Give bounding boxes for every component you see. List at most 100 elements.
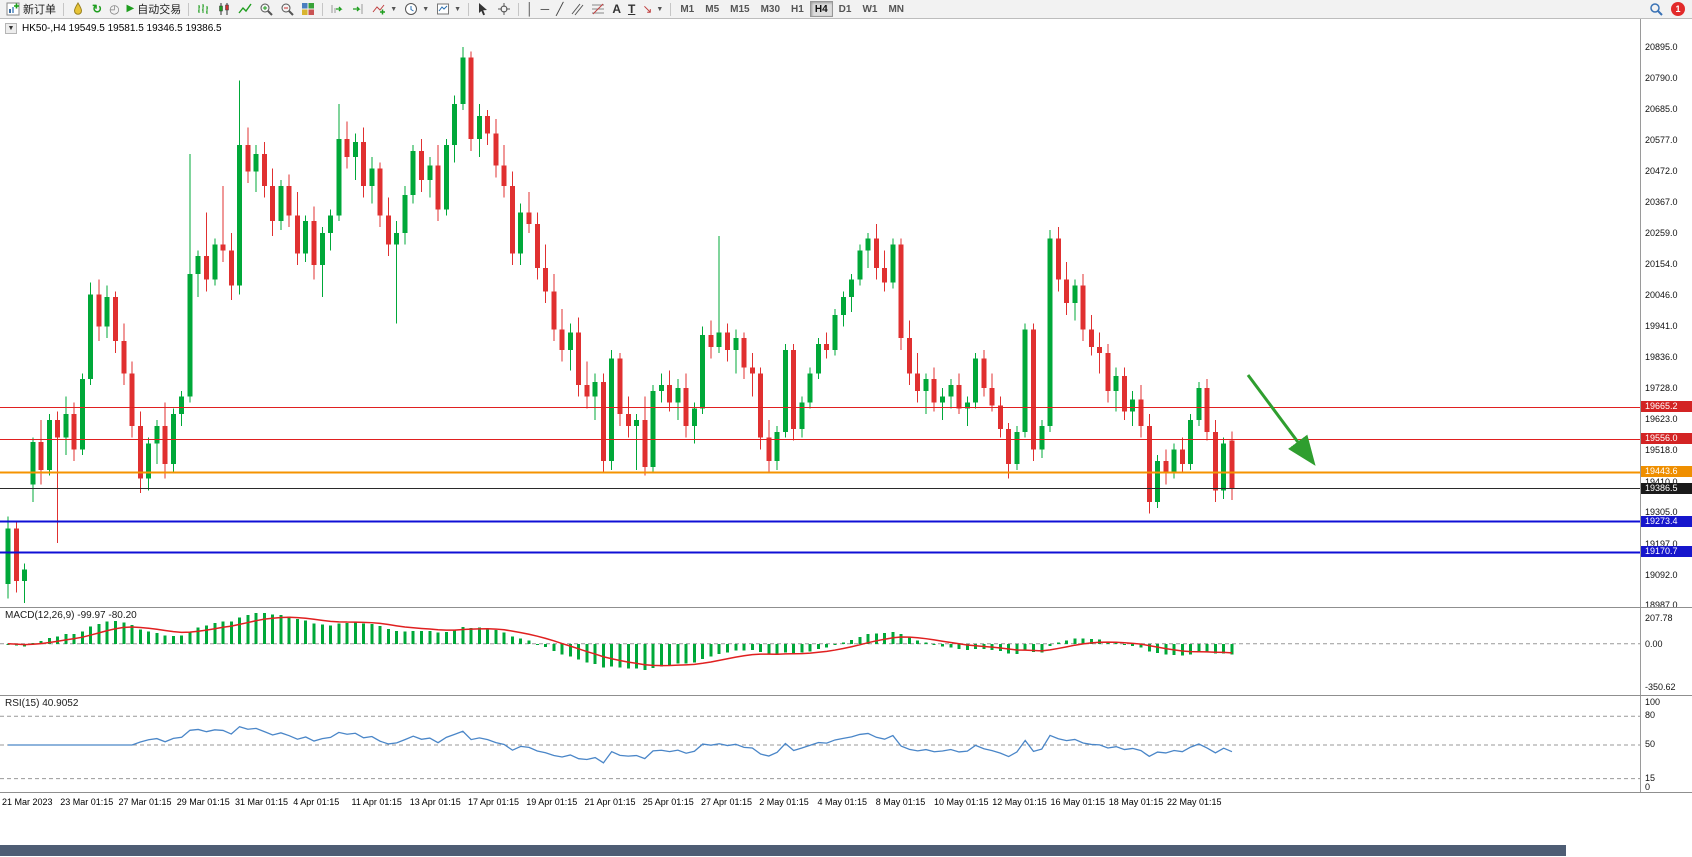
candle — [13, 528, 19, 581]
price-tag: 19443.6 — [1641, 466, 1692, 478]
price-chart-plot[interactable]: ▼ HK50-,H4 19549.5 19581.5 19346.5 19386… — [0, 19, 1640, 607]
price-tick: 19836.0 — [1645, 351, 1678, 362]
candle — [96, 294, 102, 327]
search-icon — [1650, 3, 1663, 16]
timeframe-button-m15[interactable]: M15 — [725, 1, 754, 17]
timeframe-button-h1[interactable]: H1 — [786, 1, 809, 17]
candle — [1088, 329, 1094, 347]
timeframe-group: M1 M5 M15 M30 H1 H4 D1 W1 MN — [675, 1, 909, 17]
toolbar-separator — [188, 2, 190, 16]
candle — [63, 414, 69, 438]
text-tool-button[interactable]: A — [609, 1, 624, 18]
auto-scroll-button[interactable] — [327, 1, 347, 18]
macd-plot[interactable]: MACD(12,26,9) -99.97 -80.20 — [0, 608, 1640, 695]
price-tick: 19197.0 — [1645, 538, 1678, 549]
candle — [898, 244, 904, 339]
candle — [46, 420, 52, 470]
candle — [551, 291, 557, 330]
fibonacci-tool-button[interactable] — [588, 1, 608, 18]
horizontal-scrollbar[interactable] — [0, 845, 1566, 856]
refresh-button[interactable]: ↻ — [89, 1, 105, 18]
cursor-button[interactable] — [473, 1, 493, 18]
search-button[interactable] — [1646, 1, 1666, 18]
tile-windows-button[interactable] — [298, 1, 318, 18]
candle — [79, 379, 85, 450]
indicators-button[interactable]: ▼ — [369, 1, 400, 18]
zoom-out-button[interactable] — [277, 1, 297, 18]
timeframe-button-d1[interactable]: D1 — [834, 1, 857, 17]
arrows-tool-button[interactable]: ↘ ▼ — [639, 1, 666, 18]
time-axis[interactable]: 21 Mar 2023 23 Mar 01:15 27 Mar 01:15 29 Ma… — [0, 792, 1692, 812]
price-tick: 19728.0 — [1645, 383, 1678, 394]
autotrading-button[interactable]: ▶ 自动交易 — [124, 1, 185, 18]
candle — [1039, 425, 1045, 450]
candle — [162, 425, 168, 464]
timeframe-button-h4[interactable]: H4 — [809, 1, 833, 17]
dropdown-caret-icon: ▼ — [454, 5, 462, 13]
chart-shift-button[interactable] — [348, 1, 368, 18]
candle — [733, 338, 739, 350]
price-tag: 19273.4 — [1641, 515, 1692, 527]
candle — [113, 297, 119, 342]
horizontal-level-lines — [0, 407, 1640, 554]
timeframe-button-mn[interactable]: MN — [883, 1, 909, 17]
candle — [964, 402, 970, 409]
candle — [270, 186, 276, 222]
macd-axis[interactable]: 207.78 0.00 -350.62 — [1640, 608, 1692, 695]
label-tool-button[interactable]: T — [625, 1, 638, 18]
candle — [509, 186, 515, 254]
candle — [237, 145, 243, 286]
date-label: 21 Apr 01:15 — [584, 797, 636, 807]
channel-tool-button[interactable] — [567, 1, 587, 18]
rsi-panel: RSI(15) 40.9052 100 80 50 15 0 — [0, 695, 1692, 792]
rsi-tick: 100 — [1645, 697, 1661, 707]
candle — [38, 442, 44, 470]
candle — [1204, 387, 1210, 432]
candlestick-chart-button[interactable] — [214, 1, 234, 18]
horizontal-line-tool-button[interactable]: ─ — [538, 1, 553, 18]
price-tick: 20367.0 — [1645, 196, 1678, 207]
timeframe-button-m30[interactable]: M30 — [756, 1, 785, 17]
styles-button[interactable] — [68, 1, 88, 18]
candle — [766, 437, 772, 462]
date-label: 11 Apr 01:15 — [351, 797, 402, 807]
rsi-axis[interactable]: 100 80 50 15 0 — [1640, 696, 1692, 792]
timeframe-button-w1[interactable]: W1 — [857, 1, 882, 17]
notification-badge[interactable]: 1 — [1671, 2, 1685, 16]
candle — [741, 338, 747, 368]
candle — [493, 133, 499, 166]
new-order-icon — [6, 2, 20, 16]
candle — [1171, 449, 1177, 473]
templates-button[interactable]: ▼ — [433, 1, 464, 18]
candle — [55, 420, 61, 438]
date-label: 21 Mar 2023 — [2, 797, 53, 807]
candle — [137, 425, 143, 479]
candle — [758, 373, 764, 438]
price-axis[interactable]: 20895.0 20790.0 20685.0 20577.0 20472.0 20367… — [1640, 19, 1692, 610]
rsi-plot[interactable]: RSI(15) 40.9052 — [0, 696, 1640, 792]
history-button[interactable]: ◴ — [106, 1, 122, 18]
annotation-arrow-down[interactable] — [1246, 374, 1316, 466]
bar-chart-button[interactable] — [193, 1, 213, 18]
date-label: 18 May 01:15 — [1108, 797, 1164, 807]
price-panel: ▼ HK50-,H4 19549.5 19581.5 19346.5 19386… — [0, 19, 1692, 610]
crosshair-button[interactable] — [494, 1, 514, 18]
periods-button[interactable]: ▼ — [401, 1, 432, 18]
vertical-line-tool-button[interactable]: │ — [523, 1, 537, 18]
bar-chart-icon — [198, 4, 209, 14]
zoom-in-button[interactable] — [256, 1, 276, 18]
trendline-tool-button[interactable]: ╱ — [553, 1, 566, 18]
ink-droplet-icon — [73, 2, 83, 15]
line-chart-button[interactable] — [235, 1, 255, 18]
timeframe-button-m1[interactable]: M1 — [675, 1, 699, 17]
clock-icon — [405, 3, 418, 15]
candlestick-series — [5, 47, 1235, 603]
candle — [30, 442, 36, 485]
one-click-trading-collapse-button[interactable]: ▼ — [5, 23, 17, 34]
timeframe-button-m5[interactable]: M5 — [700, 1, 724, 17]
candle — [807, 373, 813, 403]
candle — [832, 314, 838, 350]
new-order-button[interactable]: 新订单 — [3, 1, 59, 18]
candle — [129, 373, 135, 426]
candle — [973, 358, 979, 403]
